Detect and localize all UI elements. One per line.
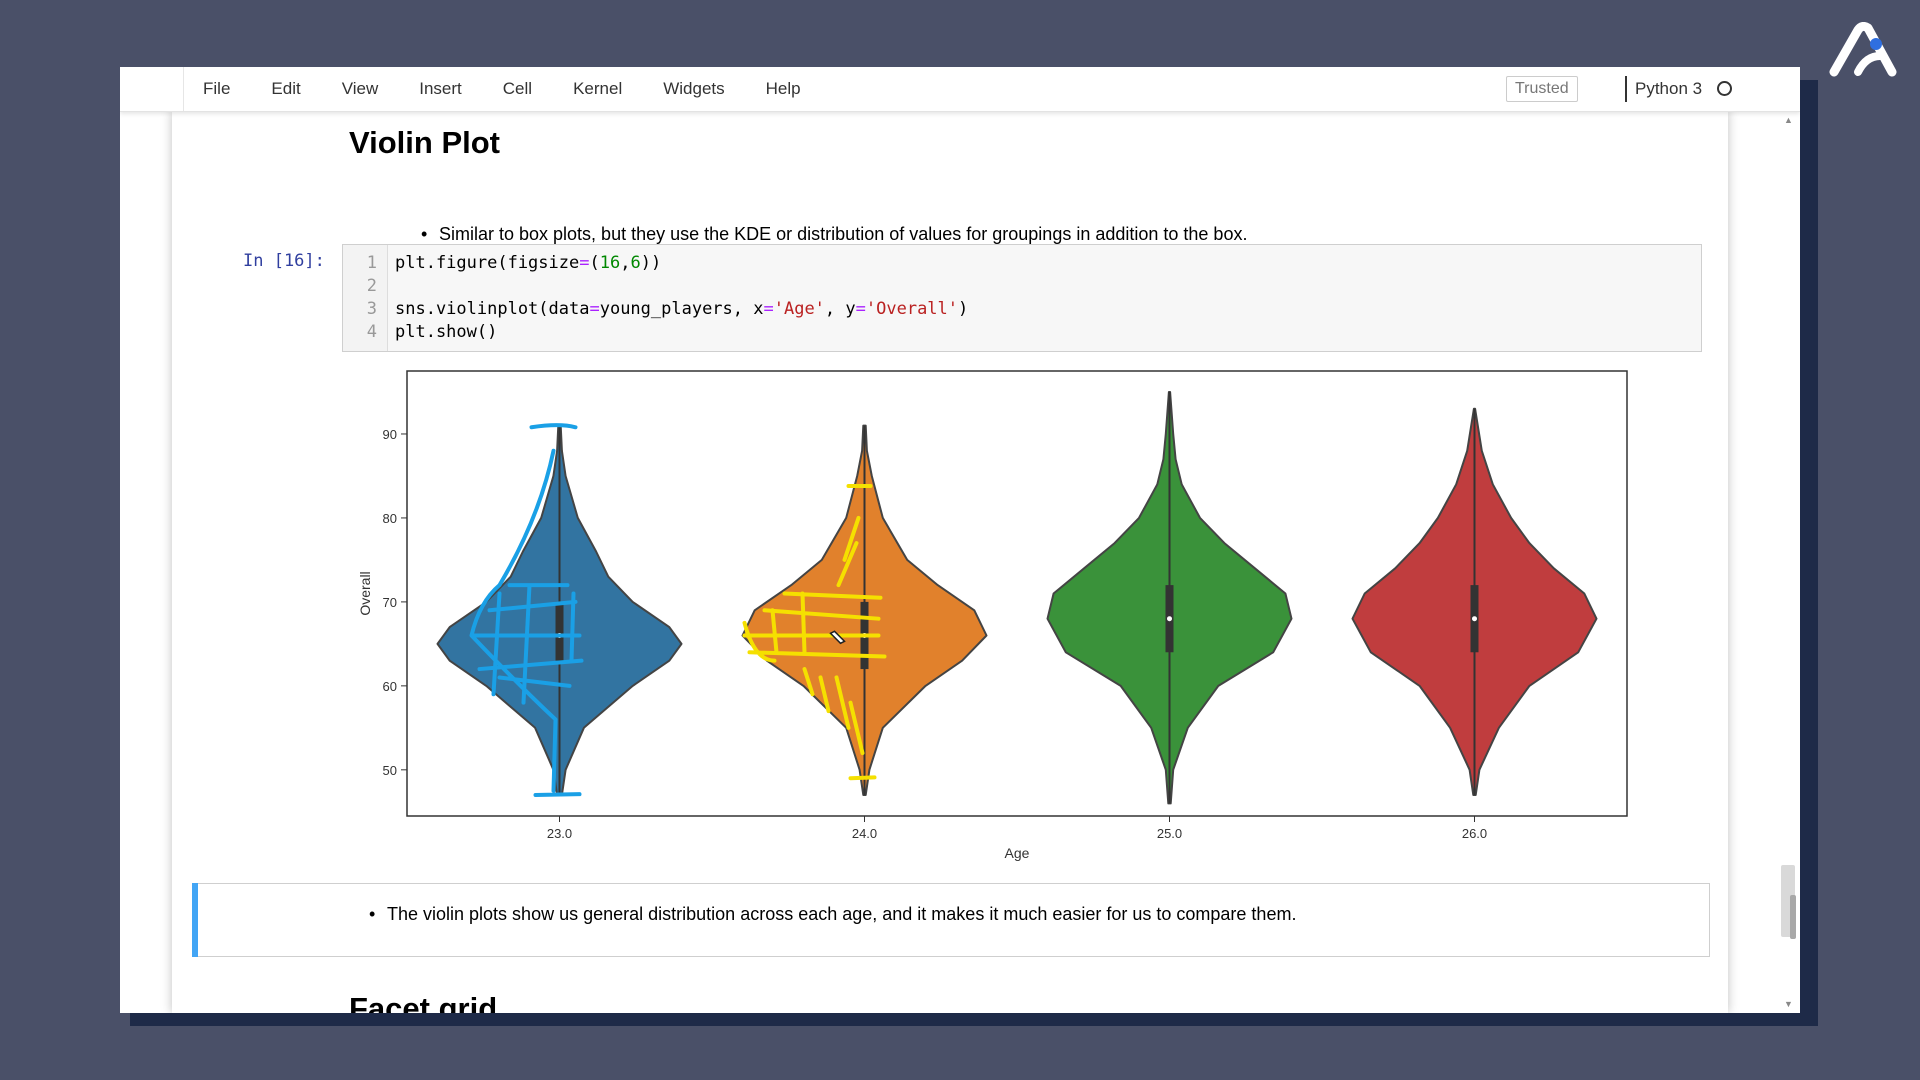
scrollbar-thumb-inner (1790, 895, 1796, 939)
line-number: 2 (366, 276, 377, 296)
x-axis-label: Age (1005, 845, 1030, 861)
violin-chart: 50 60 70 80 90 23.0 24.0 25.0 26.0 Age Overall (357, 370, 1628, 861)
y-tick-label: 70 (383, 595, 397, 610)
line-number: 3 (366, 299, 377, 319)
scrollbar[interactable]: ▲ ▼ (1780, 111, 1800, 1013)
notebook-container: Violin Plot Similar to box plots, but th… (172, 111, 1728, 1013)
trusted-indicator[interactable]: Trusted (1506, 76, 1578, 102)
code-line-1: plt.figure(figsize=(16,6)) (395, 253, 661, 273)
violin-median (1167, 616, 1172, 622)
kernel-name[interactable]: Python 3 (1625, 76, 1702, 102)
code-string: 'Overall' (865, 299, 959, 319)
menu-widgets[interactable]: Widgets (663, 79, 725, 98)
line-number-gutter: 1 2 3 4 (343, 245, 388, 351)
line-number: 1 (366, 253, 377, 273)
code-number: 16 (599, 253, 621, 273)
markdown-bullet: Similar to box plots, but they use the K… (421, 224, 1247, 245)
code-token: )) (640, 253, 662, 273)
x-tick-label: 23.0 (547, 826, 572, 841)
markdown-bullet: The violin plots show us general distrib… (369, 904, 1296, 925)
section-heading-facet: Facet grid (349, 991, 498, 1013)
pen-cursor-icon (829, 630, 846, 645)
scroll-down-icon[interactable]: ▼ (1784, 999, 1793, 1009)
y-tick-label: 90 (383, 427, 397, 442)
code-string: 'Age' (773, 299, 825, 319)
blue-annotation-strokes (469, 423, 584, 798)
code-token: , (620, 253, 631, 273)
cell-selection-bar (192, 883, 198, 957)
menu-separator (183, 67, 184, 111)
y-axis-label: Overall (357, 571, 373, 615)
code-operator: = (579, 253, 590, 273)
y-tick-label: 60 (383, 679, 397, 694)
menu-kernel[interactable]: Kernel (573, 79, 623, 98)
menu-view[interactable]: View (341, 79, 379, 98)
code-number: 6 (630, 253, 641, 273)
menu-edit[interactable]: Edit (271, 79, 301, 98)
violin-median (1472, 616, 1477, 622)
menu-insert[interactable]: Insert (419, 79, 462, 98)
violin-box (555, 601, 564, 661)
y-tick-label: 80 (383, 511, 397, 526)
menu-cell[interactable]: Cell (502, 79, 533, 98)
x-tick-label: 26.0 (1462, 826, 1487, 841)
code-operator: = (855, 299, 866, 319)
browser-window: File Edit View Insert Cell Kernel Widget… (120, 67, 1800, 1013)
markdown-cell-selected[interactable]: The violin plots show us general distrib… (192, 883, 1710, 957)
code-token: young_players, x (599, 299, 764, 319)
menu-help[interactable]: Help (765, 79, 801, 98)
menu-list: File Edit View Insert Cell Kernel Widget… (203, 67, 842, 111)
menu-bar: File Edit View Insert Cell Kernel Widget… (120, 67, 1800, 112)
section-heading: Violin Plot (349, 125, 500, 160)
x-tick-label: 24.0 (852, 826, 877, 841)
code-operator: = (589, 299, 600, 319)
scroll-up-icon[interactable]: ▲ (1784, 115, 1793, 125)
cell-prompt: In [16]: (243, 251, 325, 271)
code-token: ) (958, 299, 969, 319)
code-operator: = (763, 299, 774, 319)
code-line-4: plt.show() (395, 322, 498, 342)
y-tick-label: 50 (383, 763, 397, 778)
x-tick-label: 25.0 (1157, 826, 1182, 841)
code-cell[interactable]: 1 2 3 4 plt.figure(figsize=(16,6)) sns.v… (342, 244, 1702, 352)
yellow-annotation-strokes (742, 484, 887, 781)
menu-file[interactable]: File (203, 79, 231, 98)
code-token: , y (824, 299, 856, 319)
code-token: sns.violinplot(data (395, 299, 590, 319)
line-number: 4 (366, 322, 377, 342)
code-token: ( (589, 253, 600, 273)
brand-logo-icon (1829, 22, 1897, 77)
code-line-3: sns.violinplot(data=young_players, x='Ag… (395, 299, 968, 319)
kernel-status-icon (1717, 81, 1732, 96)
code-token: plt.figure(figsize (395, 253, 580, 273)
